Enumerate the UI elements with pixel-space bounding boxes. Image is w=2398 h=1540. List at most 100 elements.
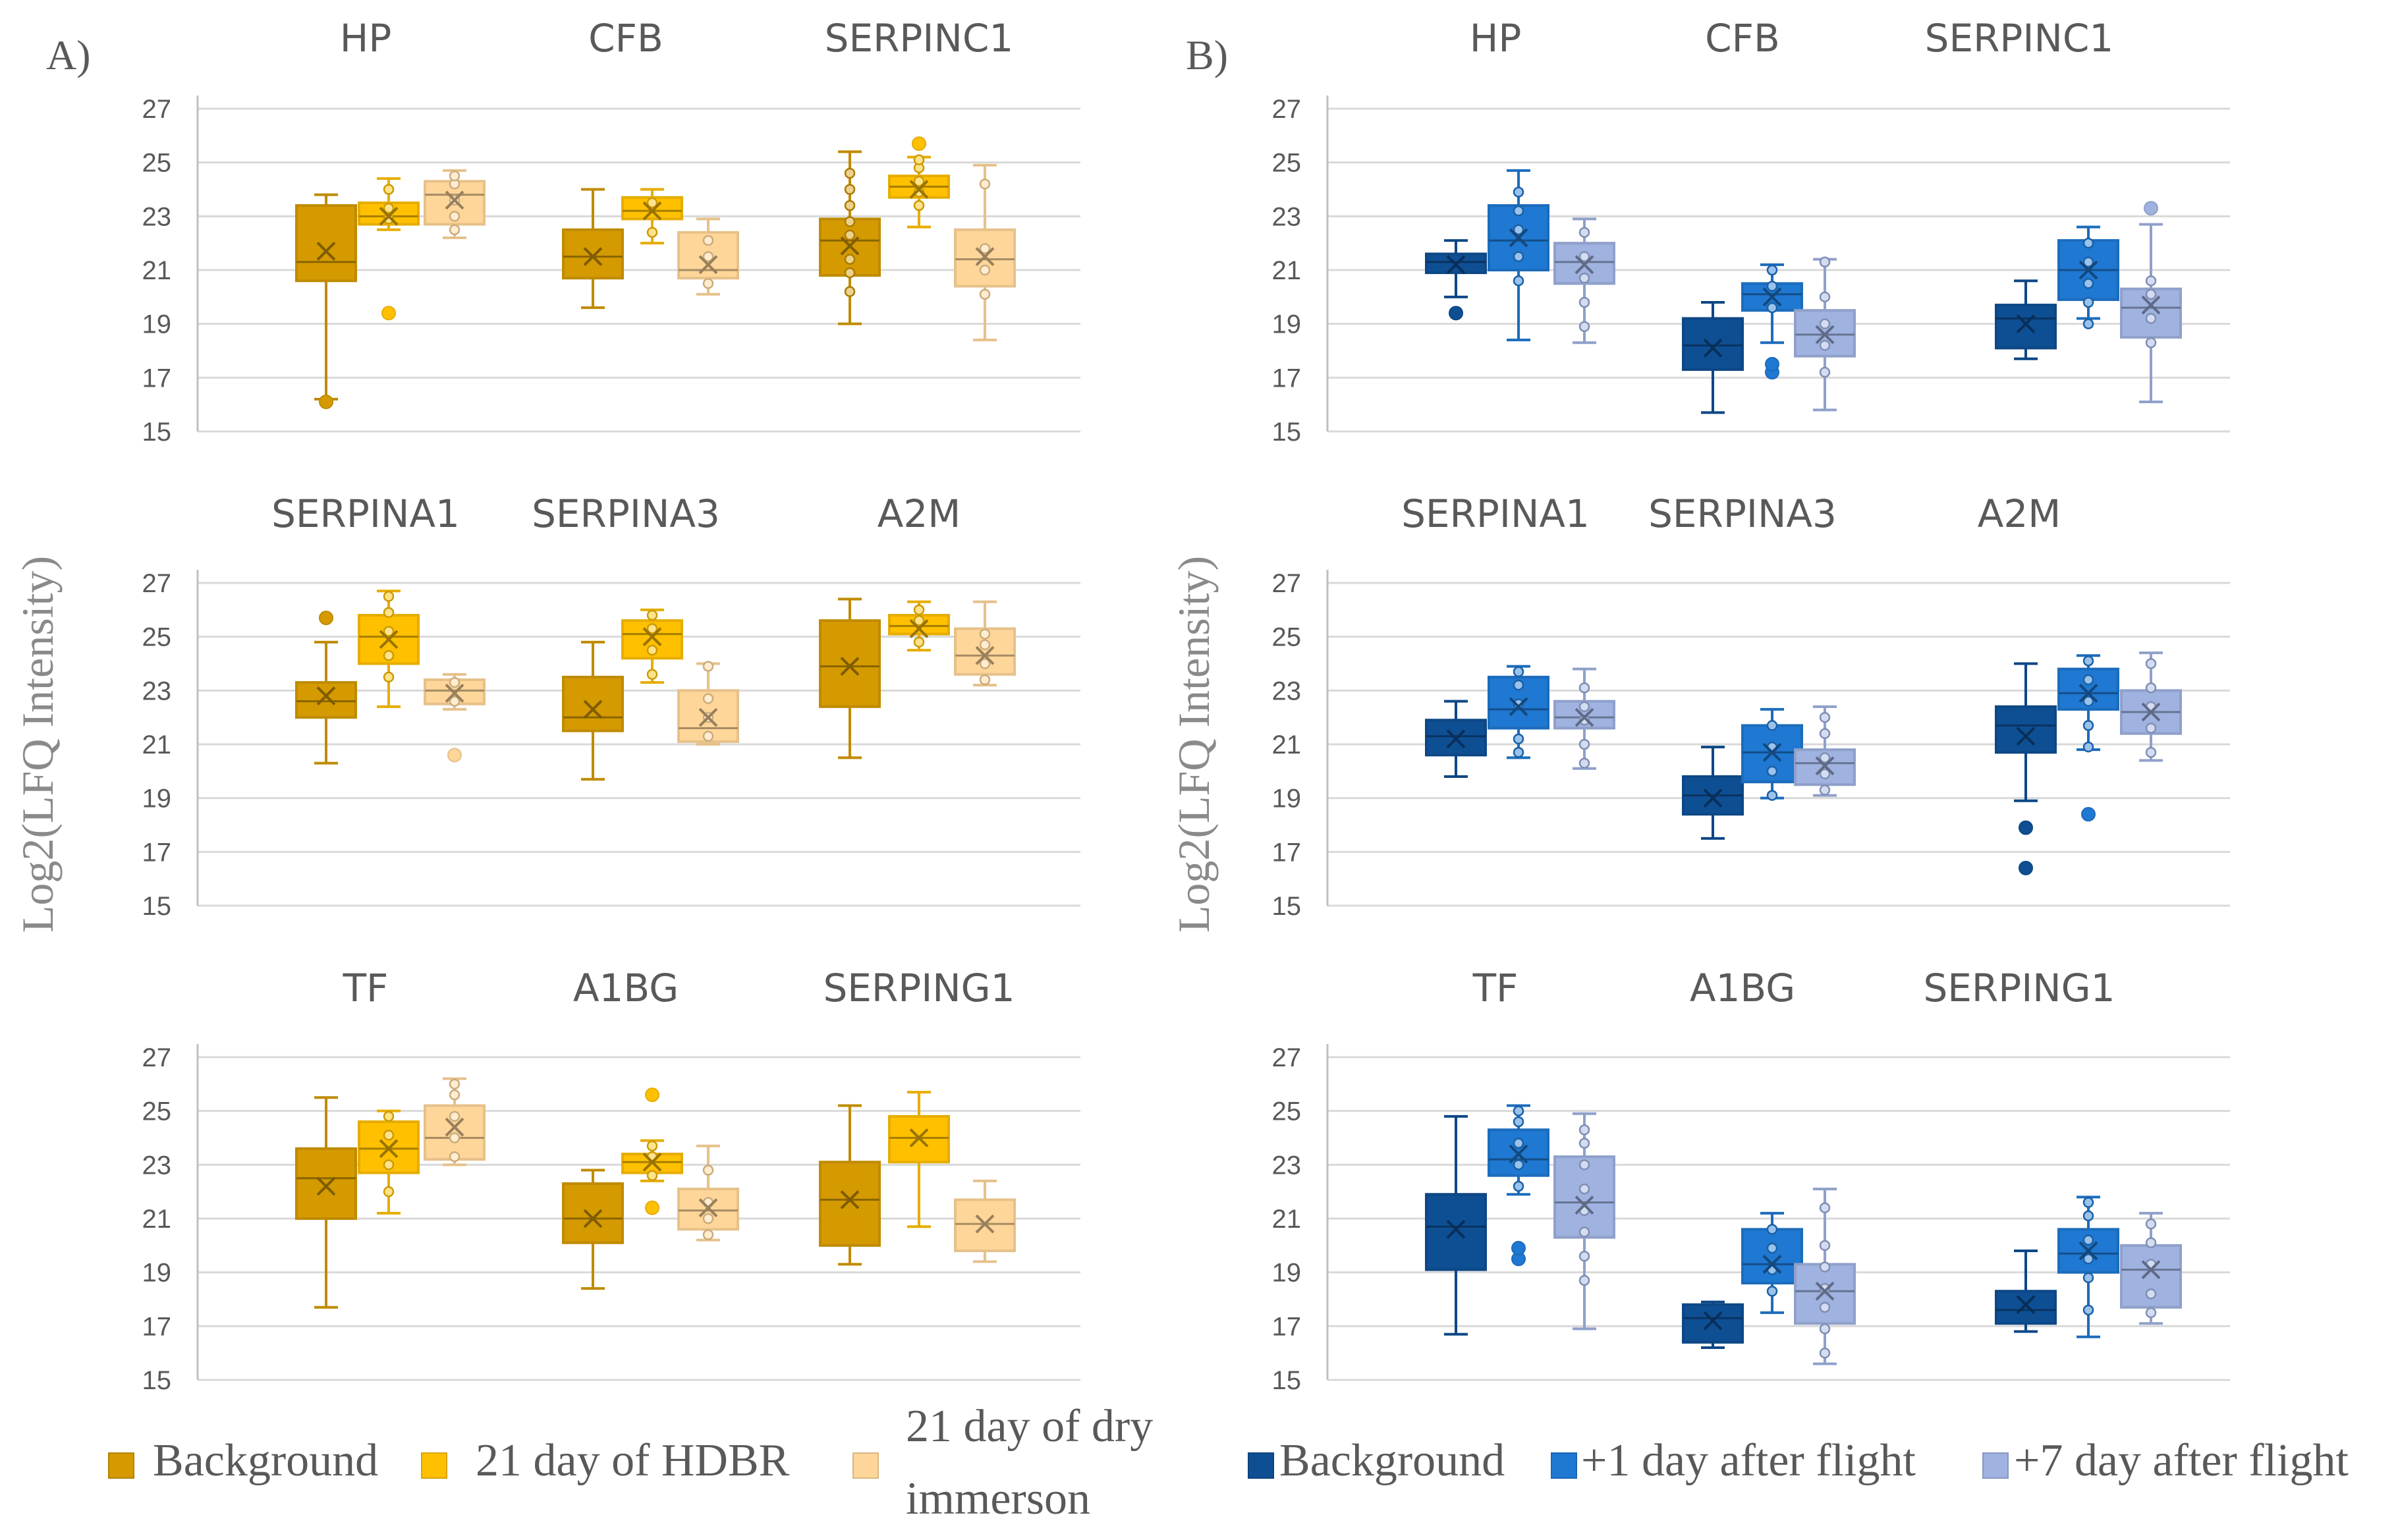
data-point bbox=[913, 200, 925, 211]
data-point bbox=[2082, 741, 2094, 753]
legend-swatch bbox=[1248, 1452, 1274, 1479]
outlier-point bbox=[319, 611, 333, 626]
box-0 bbox=[819, 1104, 881, 1266]
data-point bbox=[2082, 1197, 2094, 1208]
data-point bbox=[1578, 321, 1590, 332]
data-point bbox=[449, 696, 460, 707]
box-0 bbox=[562, 1169, 624, 1290]
data-point bbox=[1513, 205, 1524, 217]
box-body bbox=[295, 681, 357, 719]
mean-marker bbox=[1509, 1144, 1528, 1164]
data-point bbox=[1819, 291, 1831, 303]
y-tick-label: 23 bbox=[142, 1151, 172, 1180]
data-point bbox=[1578, 701, 1590, 713]
data-point bbox=[1819, 1323, 1831, 1334]
mean-marker bbox=[379, 630, 399, 649]
mean-marker bbox=[1575, 1196, 1594, 1215]
box-1 bbox=[1488, 169, 1549, 342]
box-body bbox=[295, 204, 357, 283]
plot-row: 15 17 19 21 23 25 27 TF A1BG SERPING1 bbox=[1272, 966, 2230, 1395]
data-point bbox=[646, 609, 658, 621]
data-point bbox=[2082, 720, 2094, 731]
data-point bbox=[1766, 1224, 1778, 1235]
data-point bbox=[1819, 1261, 1831, 1273]
box-2 bbox=[677, 1144, 739, 1242]
data-point bbox=[1513, 224, 1524, 235]
y-tick-label: 27 bbox=[142, 95, 172, 124]
data-point bbox=[702, 661, 714, 672]
data-point bbox=[383, 626, 395, 637]
box-1 bbox=[2057, 654, 2119, 822]
data-point bbox=[2082, 655, 2094, 667]
mean-marker bbox=[840, 1190, 860, 1209]
outlier-point bbox=[319, 395, 333, 410]
mean-marker bbox=[1762, 742, 1782, 762]
data-point bbox=[844, 267, 856, 279]
box-0 bbox=[1995, 1250, 2057, 1333]
box-1 bbox=[358, 590, 420, 708]
y-tick-label: 17 bbox=[1272, 1312, 1302, 1341]
mean-marker bbox=[1575, 255, 1594, 275]
mean-marker bbox=[2078, 260, 2098, 280]
y-tick-label: 15 bbox=[1272, 1366, 1302, 1395]
data-point bbox=[979, 674, 991, 686]
protein-title: SERPINA3 bbox=[1648, 491, 1837, 536]
mean-marker bbox=[1703, 339, 1723, 358]
data-point bbox=[383, 1130, 395, 1141]
data-point bbox=[844, 200, 856, 211]
data-point bbox=[913, 604, 925, 616]
y-tick-label: 17 bbox=[142, 1312, 172, 1341]
y-tick-label: 15 bbox=[142, 1366, 172, 1395]
data-point bbox=[979, 264, 991, 276]
data-point bbox=[2145, 658, 2157, 669]
data-point bbox=[844, 184, 856, 195]
y-tick-label: 25 bbox=[1272, 149, 1302, 178]
data-point bbox=[2145, 289, 2157, 300]
data-point bbox=[1766, 1286, 1778, 1297]
protein-title: TF bbox=[1472, 966, 1519, 1010]
mean-marker bbox=[2016, 314, 2036, 334]
protein-title: A1BG bbox=[573, 966, 679, 1010]
plot-row: 15 17 19 21 23 25 27 TF A1BG SERPING1 bbox=[142, 966, 1080, 1395]
y-tick-label: 23 bbox=[142, 202, 172, 231]
mean-marker bbox=[1509, 228, 1528, 248]
data-point bbox=[2145, 1237, 2157, 1248]
data-point bbox=[1578, 1250, 1590, 1262]
data-point bbox=[979, 628, 991, 640]
mean-marker bbox=[2141, 1260, 2161, 1279]
data-point bbox=[702, 234, 714, 246]
data-point bbox=[1819, 728, 1831, 739]
legend-label: Background bbox=[1279, 1435, 1505, 1486]
mean-marker bbox=[642, 201, 662, 221]
mean-marker bbox=[1815, 756, 1835, 776]
data-point bbox=[449, 224, 460, 235]
data-point bbox=[1578, 1183, 1590, 1195]
mean-marker bbox=[316, 686, 336, 705]
box-body bbox=[1995, 1290, 2057, 1325]
box-0 bbox=[295, 193, 357, 410]
data-point bbox=[1578, 1275, 1590, 1286]
data-point bbox=[844, 254, 856, 265]
mean-marker bbox=[583, 247, 603, 266]
mean-marker bbox=[1815, 325, 1835, 344]
data-point bbox=[383, 213, 395, 225]
mean-marker bbox=[2016, 727, 2036, 746]
data-point bbox=[1819, 318, 1831, 329]
data-point bbox=[702, 1165, 714, 1176]
box-2 bbox=[424, 673, 486, 763]
data-point bbox=[1766, 1242, 1778, 1254]
data-point bbox=[449, 1151, 460, 1163]
protein-title: A2M bbox=[1978, 491, 2061, 536]
mean-marker bbox=[642, 627, 662, 647]
data-point bbox=[2145, 1307, 2157, 1319]
box-0 bbox=[1682, 301, 1744, 414]
box-body bbox=[819, 619, 881, 708]
box-body bbox=[295, 1147, 357, 1221]
data-point bbox=[844, 216, 856, 227]
mean-marker bbox=[316, 1176, 336, 1196]
data-point bbox=[1766, 720, 1778, 731]
mean-marker bbox=[1703, 1311, 1723, 1331]
data-point bbox=[979, 658, 991, 669]
box-2 bbox=[1794, 1188, 1856, 1365]
outlier-point bbox=[381, 306, 396, 321]
